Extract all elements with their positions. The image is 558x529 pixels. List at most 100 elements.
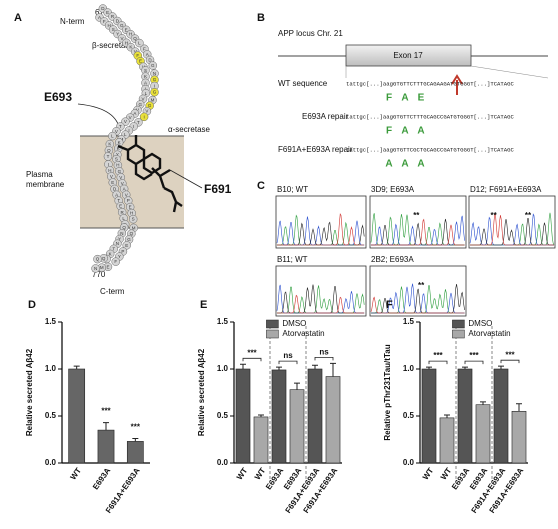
x-tick-label: WT	[235, 466, 250, 481]
legend-label: DMSO	[468, 319, 492, 328]
bar	[126, 441, 144, 464]
chromatogram-box	[369, 195, 467, 249]
residue-letter: I	[128, 128, 129, 133]
residue-letter: Q	[130, 231, 134, 236]
residue-letter: K	[129, 45, 132, 50]
bar	[253, 416, 269, 464]
significance-bracket	[278, 360, 298, 365]
residue-letter: Q	[107, 148, 111, 153]
trace-line	[370, 296, 465, 314]
residue-letter: F	[114, 259, 117, 264]
chromatogram-box	[275, 195, 367, 249]
residue-letter: H	[116, 163, 119, 168]
y-tick-label: 0.5	[403, 411, 415, 420]
residue-letter: P	[127, 198, 130, 203]
residue-letter: H	[129, 32, 132, 37]
x-tick-label: WT	[69, 466, 84, 481]
residue-letter: G	[120, 23, 124, 28]
residue-letter: E	[119, 204, 122, 209]
residue-letter: Y	[118, 237, 121, 242]
error-bar	[132, 438, 139, 442]
x-tick-label: WT	[253, 466, 268, 481]
cut-site-arrow	[451, 74, 463, 95]
residue-letter: V	[129, 115, 132, 120]
residue-letter: K	[117, 146, 120, 151]
residue-letter: A	[133, 111, 136, 116]
y-tick-label: 0.5	[45, 411, 57, 420]
sequence: tattgc[...]aagGTGTTCGCTGCAGCCGATGTGGGT[.…	[346, 146, 514, 153]
residue-letter: H	[108, 168, 111, 173]
residue-letter: T	[112, 246, 115, 251]
significance: ***	[505, 350, 515, 359]
residue-letter: V	[145, 109, 148, 114]
residue-letter: D	[101, 6, 105, 11]
y-tick-label: 1.0	[217, 364, 229, 373]
x-tick-label: E693A	[91, 466, 113, 491]
alpha-secretase: α-secretase	[168, 125, 211, 134]
bar	[68, 368, 86, 464]
amino-acid: E	[418, 93, 425, 104]
residue-bead	[122, 241, 131, 250]
residue-letter: T	[107, 154, 110, 159]
y-tick-label: 0.5	[217, 411, 229, 420]
sequence: tattgc[...]aagGTGTTCTTTGCAGAAGATGTGGGT[.…	[346, 80, 514, 87]
residue-letter: H	[107, 23, 110, 28]
x-tick-label: WT	[439, 466, 454, 481]
residue-number: 770	[92, 270, 106, 279]
error-bar	[103, 422, 109, 431]
panel-label: B	[257, 12, 265, 24]
y-tick-label: 1.0	[45, 364, 57, 373]
residue-letter: F	[103, 19, 106, 24]
residue-bead	[93, 254, 102, 264]
panel-label: A	[14, 12, 22, 24]
residue-letter: G	[151, 63, 155, 68]
significance: ns	[319, 347, 329, 356]
c-term: C-term	[100, 287, 125, 296]
error-bar	[480, 401, 486, 405]
error-bar	[426, 366, 432, 369]
residue-letter: T	[117, 198, 120, 203]
residue-letter: S	[112, 27, 115, 32]
residue-bead	[135, 38, 144, 48]
significance: ***	[247, 348, 257, 357]
panel-label: F	[386, 299, 393, 311]
pointer	[77, 103, 121, 133]
amino-acid: A	[385, 159, 392, 170]
trace-line	[277, 213, 365, 246]
residue-letter: Q	[96, 257, 100, 262]
residue-letter: A	[115, 192, 118, 197]
residue-bead	[148, 61, 158, 70]
residue-letter: V	[134, 49, 137, 54]
trace-line	[470, 213, 554, 246]
residue-letter: D	[116, 18, 120, 23]
f691-label: F691	[204, 182, 232, 196]
y-tick-label: 0.0	[217, 458, 229, 467]
residue-letter: Q	[133, 36, 137, 41]
residue-chain: DAEFRHDSGYEVHHQKLVFFAEDVGSNKGAIIGLMVGGVV…	[91, 4, 159, 273]
panel-label: C	[257, 180, 265, 192]
residue-letter: N	[116, 241, 119, 246]
trace-name: B10; WT	[277, 185, 308, 194]
bar	[235, 368, 251, 464]
residue-bead	[150, 87, 159, 97]
residue-letter: F	[143, 46, 146, 51]
significance-bracket	[500, 359, 520, 364]
chromatogram-box	[369, 265, 467, 317]
error-bar	[312, 364, 318, 369]
significance: ***	[469, 351, 479, 360]
residue-letter: A	[146, 52, 149, 57]
trace-line	[277, 294, 365, 314]
significance-bracket	[242, 357, 262, 362]
legend-label: Atorvastatin	[282, 329, 324, 338]
residue-letter: T	[137, 120, 140, 125]
residue-letter: P	[121, 249, 124, 254]
residue-letter: A	[144, 80, 147, 85]
residue-bead	[108, 131, 117, 141]
bar	[457, 368, 473, 464]
residue-letter: V	[119, 175, 122, 180]
mutation-mark: **	[525, 211, 532, 220]
residue-letter: L	[124, 132, 127, 137]
x-tick-label: WT	[421, 466, 436, 481]
error-bar	[240, 363, 246, 369]
